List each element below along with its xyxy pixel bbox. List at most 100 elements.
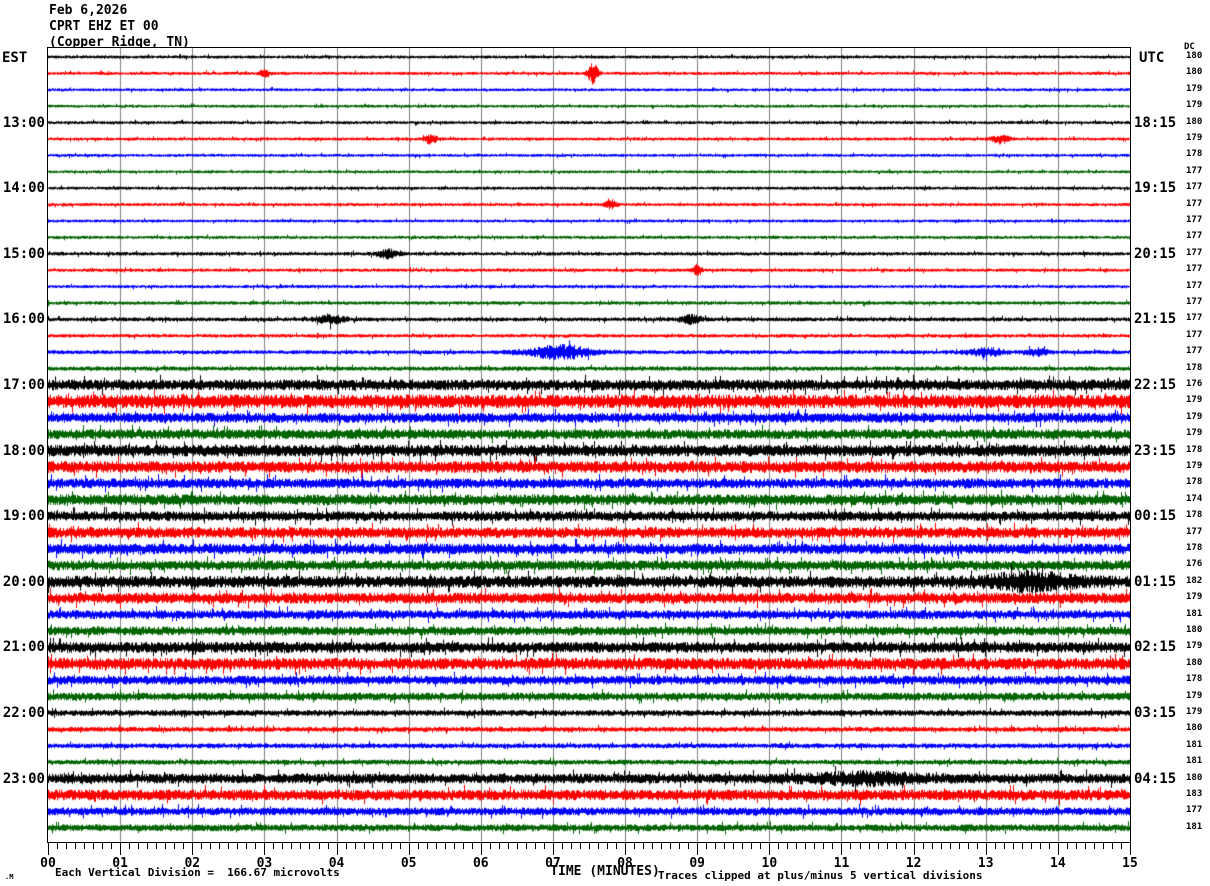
minor-tick	[454, 842, 455, 849]
left-timezone-label: EST	[2, 50, 28, 66]
minor-tick	[1004, 842, 1005, 849]
minor-tick	[328, 842, 329, 849]
dc-value: 177	[1186, 280, 1203, 291]
dc-value: 180	[1186, 51, 1203, 61]
minor-tick	[66, 842, 67, 849]
minor-tick	[201, 842, 202, 849]
minor-tick	[255, 842, 256, 849]
minor-tick	[571, 842, 572, 849]
minute-label: 06	[472, 856, 489, 871]
dc-value: 180	[1186, 116, 1203, 127]
minor-tick	[896, 842, 897, 849]
est-hour-label: 17:00	[2, 377, 45, 393]
dc-value: 177	[1186, 231, 1203, 242]
dc-value: 176	[1186, 559, 1203, 570]
watermark: .M	[5, 873, 14, 881]
minor-tick	[950, 842, 951, 849]
minor-tick	[526, 842, 527, 849]
dc-value: 178	[1186, 444, 1203, 455]
minor-tick	[1103, 842, 1104, 849]
header-location: (Copper Ridge, TN)	[49, 35, 190, 50]
utc-hour-label: 23:15	[1134, 442, 1177, 459]
minor-tick	[832, 842, 833, 849]
dc-value: 180	[1186, 67, 1203, 78]
minute-label: 11	[833, 856, 850, 871]
dc-value: 177	[1186, 198, 1203, 209]
est-hour-label: 15:00	[2, 245, 45, 262]
minor-tick	[400, 842, 401, 849]
utc-hour-label: 02:15	[1134, 639, 1177, 656]
minor-tick	[535, 842, 536, 849]
utc-hour-label: 18:15	[1134, 114, 1177, 131]
minor-tick	[796, 842, 797, 849]
est-hour-label: 23:00	[2, 770, 45, 787]
minor-tick	[607, 842, 608, 849]
x-axis-title: TIME (MINUTES)	[550, 864, 660, 879]
major-tick	[1130, 842, 1131, 855]
est-hour-label: 21:00	[2, 639, 45, 656]
minor-tick	[589, 842, 590, 849]
est-hour-label: 22:00	[2, 705, 45, 721]
dc-value: 182	[1186, 575, 1203, 586]
major-tick	[264, 842, 265, 855]
major-tick	[48, 842, 49, 855]
dc-value: 177	[1186, 329, 1203, 340]
dc-value: 180	[1186, 657, 1203, 668]
dc-value: 179	[1186, 592, 1203, 603]
minute-label: 00	[40, 856, 56, 871]
minor-tick	[111, 842, 112, 849]
dc-value: 176	[1186, 379, 1203, 389]
minor-tick	[517, 842, 518, 849]
utc-hour-label: 00:15	[1134, 508, 1177, 525]
major-tick	[120, 842, 121, 855]
minor-tick	[472, 842, 473, 849]
minor-tick	[75, 842, 76, 849]
major-tick	[625, 842, 626, 855]
minor-tick	[679, 842, 680, 849]
dc-value: 179	[1186, 461, 1203, 471]
minor-tick	[850, 842, 851, 849]
minor-tick	[418, 842, 419, 849]
minor-tick	[300, 842, 301, 849]
minor-tick	[309, 842, 310, 849]
minor-tick	[860, 842, 861, 849]
est-hour-label: 16:00	[2, 311, 45, 328]
dc-value: 181	[1186, 608, 1203, 619]
utc-hour-label: 20:15	[1134, 245, 1177, 262]
minor-tick	[147, 842, 148, 849]
dc-value: 179	[1186, 83, 1203, 94]
minute-label: 15	[1122, 856, 1138, 871]
minute-label: 03	[256, 856, 273, 871]
dc-value: 180	[1186, 772, 1203, 783]
minor-tick	[598, 842, 599, 849]
minor-tick	[932, 842, 933, 849]
dc-value: 181	[1186, 756, 1203, 767]
dc-value: 177	[1186, 805, 1203, 816]
minor-tick	[355, 842, 356, 849]
minor-tick	[1013, 842, 1014, 849]
minor-tick	[1121, 842, 1122, 849]
dc-value: 177	[1186, 297, 1203, 307]
minute-label: 05	[400, 856, 417, 871]
dc-value: 180	[1186, 625, 1203, 635]
minor-tick	[706, 842, 707, 849]
dc-value: 177	[1186, 215, 1203, 225]
dc-value: 178	[1186, 674, 1203, 685]
minor-tick	[463, 842, 464, 849]
minor-tick	[977, 842, 978, 849]
minor-tick	[183, 842, 184, 849]
minor-tick	[959, 842, 960, 849]
dc-value: 178	[1186, 362, 1203, 373]
dc-value: 179	[1186, 100, 1203, 111]
minor-tick	[1049, 842, 1050, 849]
minor-tick	[814, 842, 815, 849]
major-tick	[481, 842, 482, 855]
minute-label: 09	[689, 856, 706, 871]
minor-tick	[84, 842, 85, 849]
dc-value: 179	[1186, 707, 1203, 717]
dc-value: 178	[1186, 543, 1203, 553]
minor-tick	[246, 842, 247, 849]
dc-value: 181	[1186, 739, 1203, 750]
minor-tick	[805, 842, 806, 849]
minor-tick	[499, 842, 500, 849]
